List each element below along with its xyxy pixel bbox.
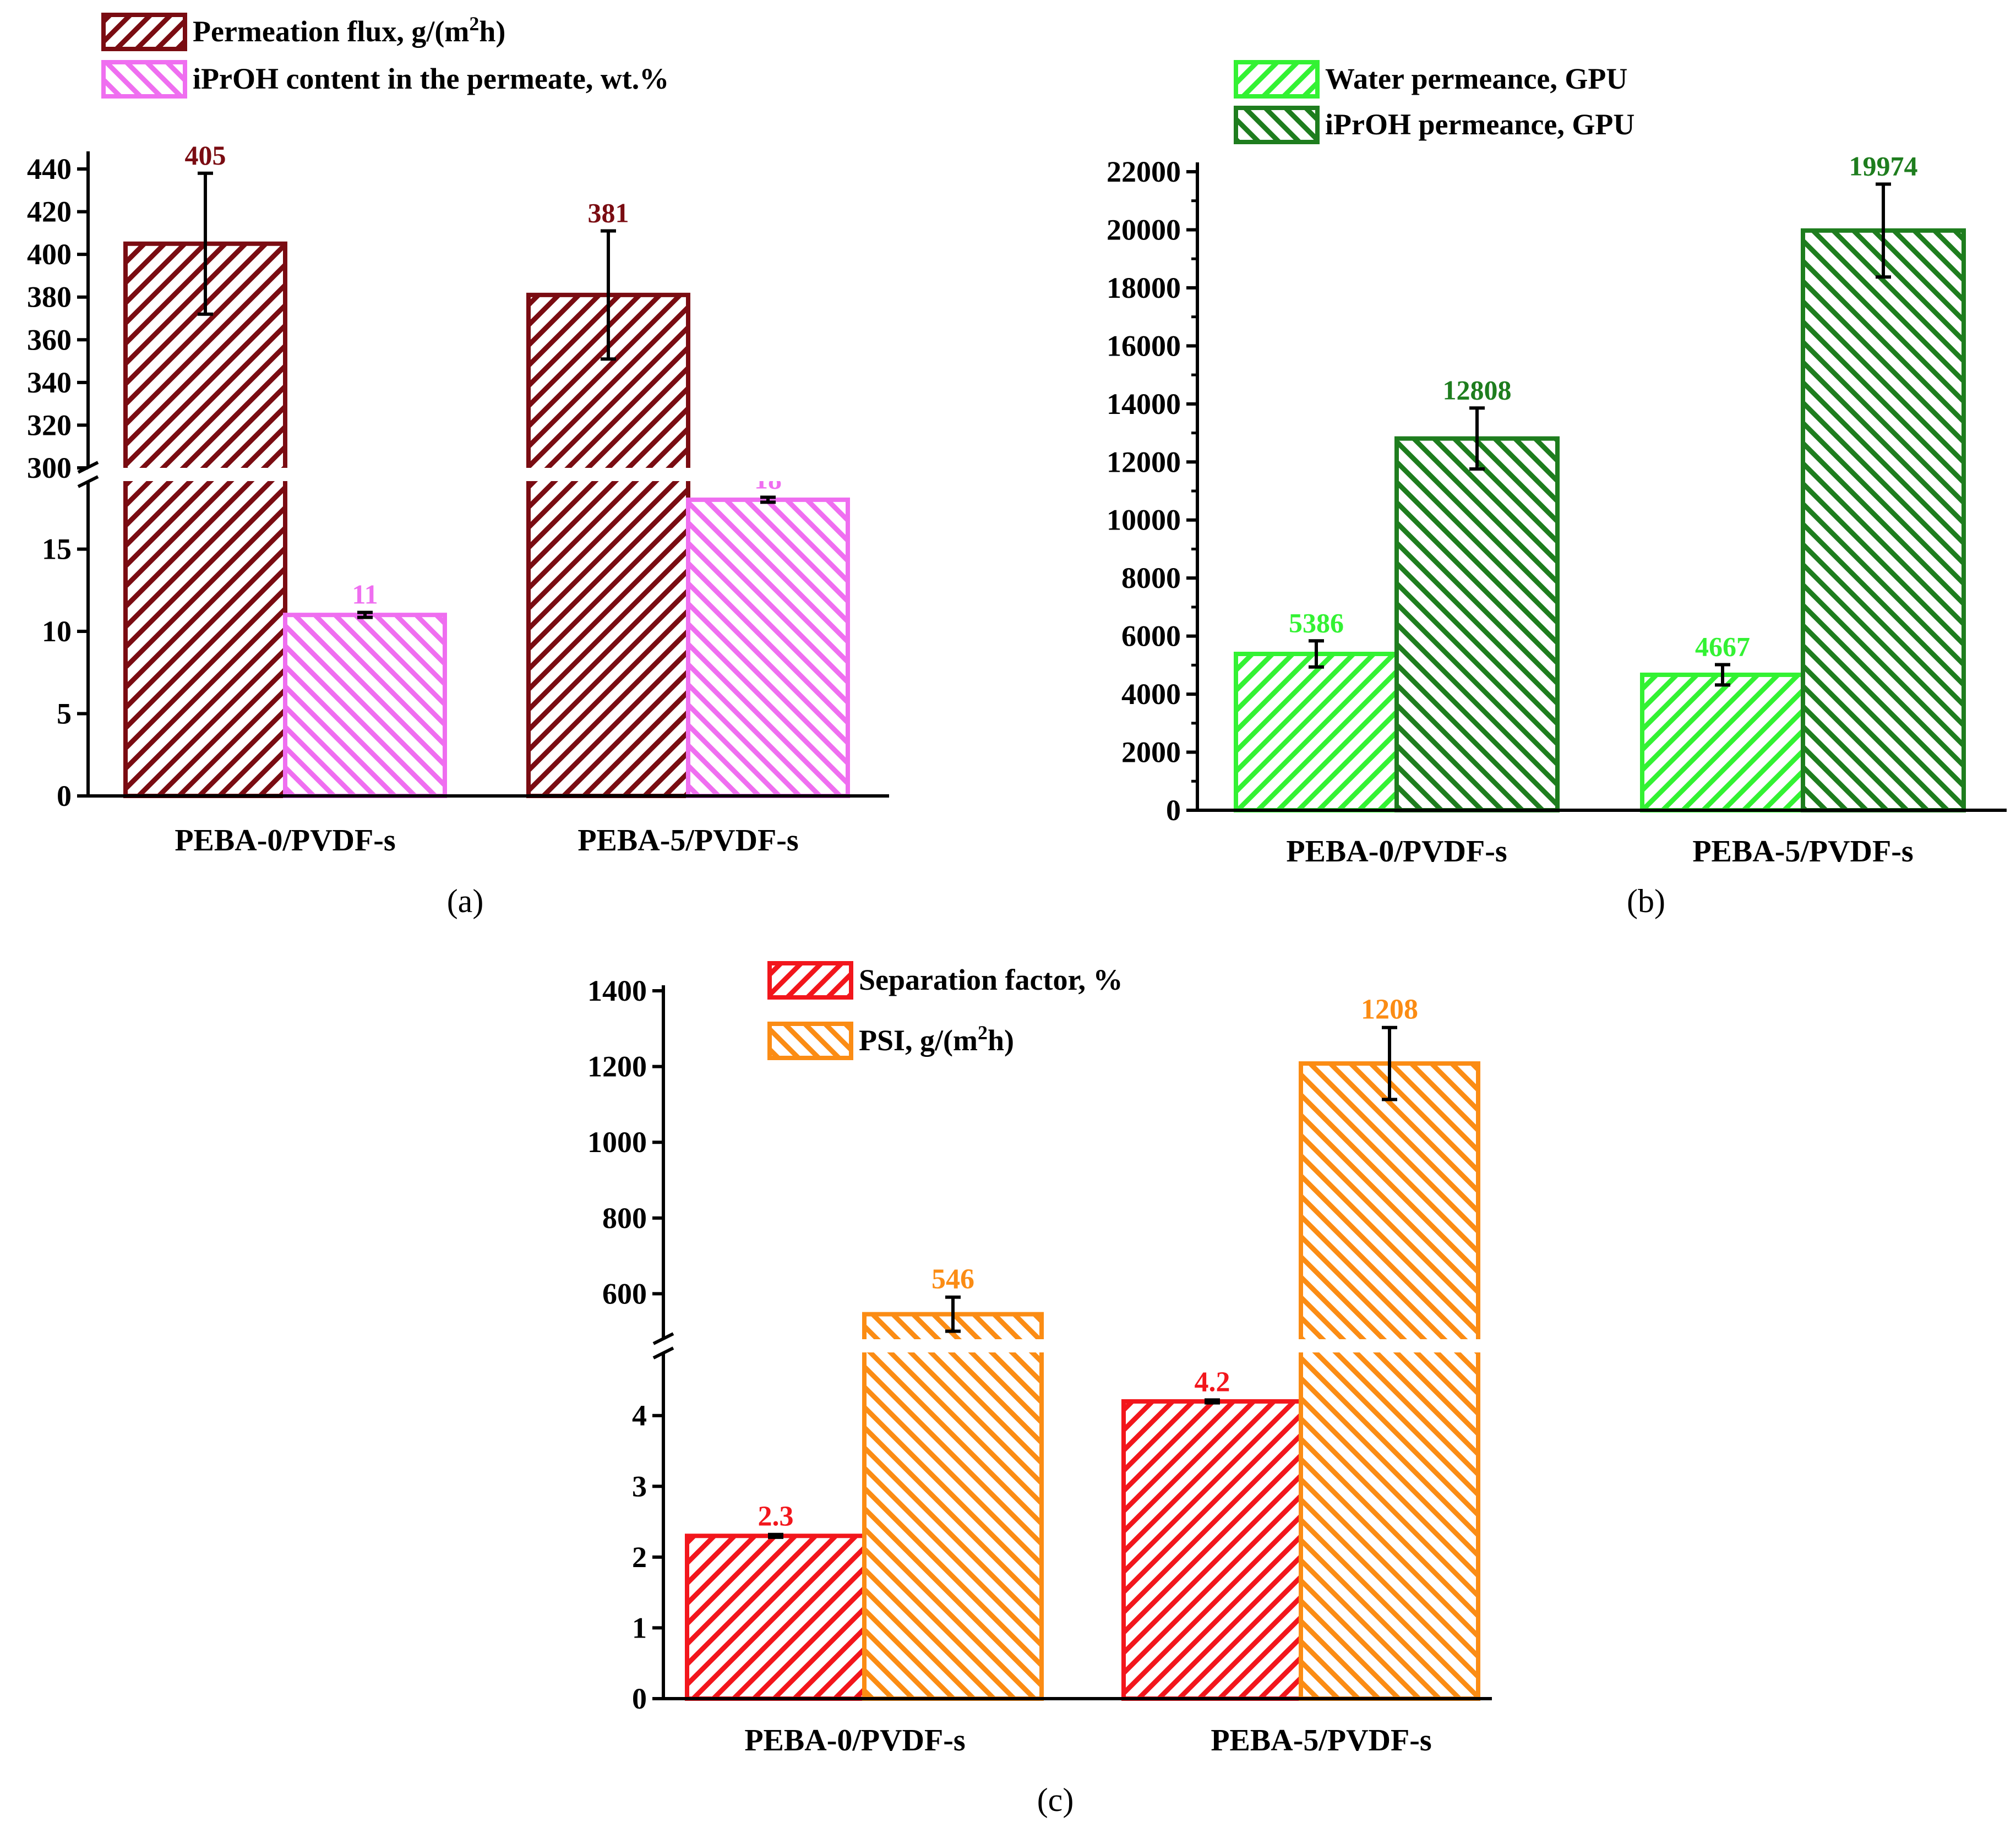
legend-superscript: 2 [978, 1022, 988, 1044]
y-tick-label-c: 1400 [587, 974, 647, 1007]
y-tick-label-c: 3 [632, 1470, 647, 1503]
data-label-a-1-2: 381 [588, 197, 629, 228]
data-label-c-2-2: 1208 [1361, 994, 1418, 1025]
data-label-c-2-1: 546 [931, 1264, 974, 1295]
bar-a-series1-2 [526, 292, 690, 798]
y-tick-label-b: 18000 [1107, 271, 1181, 304]
legend-swatch-b-2 [1234, 106, 1320, 144]
y-tick-label-a: 300 [27, 451, 72, 484]
axis-break-band-a [77, 468, 895, 481]
y-tick-label-a: 440 [27, 152, 72, 185]
y-tick-label-c: 1000 [587, 1126, 647, 1159]
y-tick-label-c: 600 [602, 1277, 647, 1310]
bar-a-series1-1 [123, 241, 287, 798]
legend-text-tail: h) [988, 1024, 1014, 1057]
bar-c-series1-2 [1121, 1399, 1303, 1701]
legend-text: PSI, g/(m [859, 1024, 978, 1057]
bar-a-series2-2 [686, 497, 850, 798]
y-tick-label-b: 16000 [1107, 329, 1181, 362]
y-tick-label-a: 400 [27, 238, 72, 271]
chart-panel-a: 4053811118300320340360380400420440051015… [27, 13, 895, 919]
bar-b-series1-1 [1234, 652, 1399, 812]
y-tick-label-a: 15 [42, 533, 72, 566]
x-tick-label-b: PEBA-5/PVDF-s [1692, 834, 1913, 869]
data-label-b-2-2: 19974 [1849, 150, 1918, 181]
y-tick-label-a: 5 [57, 697, 72, 730]
legend-label-b-2: iPrOH permeance, GPU [1325, 108, 1634, 141]
legend-text: Permeation flux, g/(m [193, 15, 469, 48]
y-tick-label-b: 6000 [1121, 620, 1181, 653]
data-label-b-1-2: 4667 [1695, 631, 1750, 662]
bar-b-series1-2 [1640, 672, 1805, 813]
y-tick-label-a: 420 [27, 195, 72, 228]
bar-b-series2-2 [1801, 228, 1966, 812]
legend-swatch-c-2 [767, 1022, 853, 1060]
legend-label-c-1: Separation factor, % [859, 963, 1123, 996]
y-tick-label-c: 1200 [587, 1050, 647, 1083]
y-tick-label-b: 2000 [1121, 736, 1181, 769]
data-label-b-1-1: 5386 [1289, 607, 1344, 638]
y-tick-label-b: 10000 [1107, 504, 1181, 537]
x-tick-label-c: PEBA-5/PVDF-s [1211, 1723, 1431, 1758]
y-tick-label-b: 14000 [1107, 388, 1181, 421]
y-tick-label-a: 360 [27, 323, 72, 356]
y-tick-label-a: 320 [27, 408, 72, 441]
y-tick-label-b: 12000 [1107, 445, 1181, 478]
legend-swatch-a-2 [101, 60, 187, 99]
bar-c-series2-2 [1299, 1061, 1480, 1701]
x-tick-label-a: PEBA-0/PVDF-s [175, 823, 395, 858]
panel-label-c: (c) [1037, 1782, 1074, 1818]
y-tick-label-b: 22000 [1107, 155, 1181, 188]
legend-superscript: 2 [469, 13, 479, 35]
y-tick-label-c: 4 [632, 1399, 647, 1432]
legend-label-a-1: Permeation flux, g/(m2h) [193, 13, 505, 48]
legend-text: iPrOH permeance, GPU [1325, 108, 1634, 141]
y-tick-label-c: 800 [602, 1202, 647, 1235]
y-tick-label-b: 8000 [1121, 561, 1181, 594]
y-tick-label-b: 4000 [1121, 678, 1181, 711]
legend-label-b-1: Water permeance, GPU [1325, 62, 1627, 95]
legend-text: iPrOH content in the permeate, wt.% [193, 62, 669, 95]
legend-text: Water permeance, GPU [1325, 62, 1627, 95]
legend-swatch-b-1 [1234, 60, 1320, 99]
data-label-b-2-1: 12808 [1443, 374, 1512, 405]
y-tick-label-c: 0 [632, 1682, 647, 1715]
y-tick-label-c: 2 [632, 1541, 647, 1574]
x-tick-label-b: PEBA-0/PVDF-s [1286, 834, 1507, 869]
panel-label-a: (a) [447, 883, 484, 919]
legend-swatch-a-1 [101, 13, 187, 51]
data-label-c-1-2: 4.2 [1195, 1366, 1230, 1398]
y-tick-label-a: 10 [42, 615, 72, 648]
chart-panel-c: 2.3 4.2 546 1208 600 800 1000 1200 1400 0 1 2 3 4 PEBA… [587, 961, 1497, 1818]
panel-label-b: (b) [1627, 883, 1665, 919]
data-label-c-1-1: 2.3 [758, 1501, 794, 1532]
y-tick-label-a: 0 [57, 779, 72, 812]
chart-panel-b: 5386 4667 12808 19974 0 2000 4000 6000 8000 10000… [1107, 60, 2007, 919]
y-tick-label-b: 20000 [1107, 213, 1181, 246]
data-label-a-2-1: 11 [352, 579, 378, 610]
legend-swatch-c-1 [767, 961, 853, 1000]
x-tick-label-c: PEBA-0/PVDF-s [744, 1723, 965, 1758]
legend-text-tail: h) [479, 15, 505, 48]
x-tick-label-a: PEBA-5/PVDF-s [577, 823, 798, 858]
axis-break-band-c [652, 1339, 1497, 1352]
bar-a-series2-1 [283, 613, 447, 798]
legend-label-c-2: PSI, g/(m2h) [859, 1022, 1014, 1057]
bar-c-series2-1 [862, 1312, 1044, 1701]
y-tick-label-b: 0 [1166, 794, 1181, 827]
data-label-a-1-1: 405 [185, 140, 226, 171]
bar-c-series1-1 [685, 1534, 867, 1701]
legend-label-a-2: iPrOH content in the permeate, wt.% [193, 62, 669, 95]
y-tick-label-a: 380 [27, 281, 72, 314]
legend-text: Separation factor, % [859, 963, 1123, 996]
y-tick-label-a: 340 [27, 366, 72, 399]
y-tick-label-c: 1 [632, 1611, 647, 1644]
bar-b-series2-1 [1394, 436, 1560, 812]
